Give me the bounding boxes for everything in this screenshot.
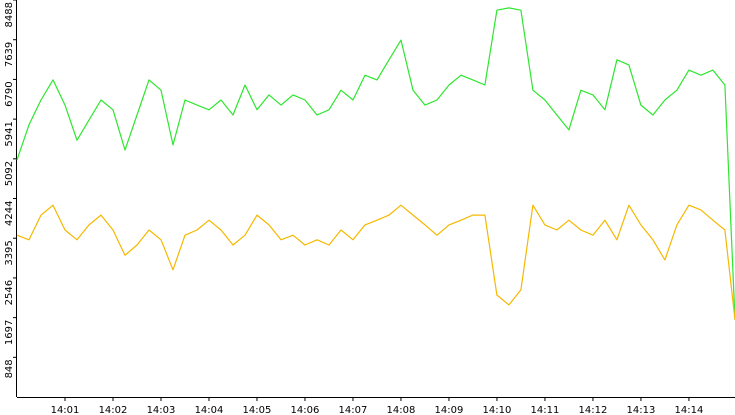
y-tick-label: 8488	[4, 2, 15, 27]
series-line	[16, 204, 735, 320]
x-tick-label: 14:04	[195, 405, 224, 415]
y-tick-label: 5092	[4, 161, 15, 186]
y-tick-label: 7639	[4, 42, 15, 67]
x-tick-label: 14:11	[531, 405, 560, 415]
x-tick-label: 14:12	[579, 405, 608, 415]
x-tick-label: 14:03	[147, 405, 176, 415]
series-line	[16, 7, 735, 320]
x-tick-label: 14:01	[51, 405, 80, 415]
x-tick-label: 14:09	[435, 405, 464, 415]
x-tick-label: 14:14	[675, 405, 704, 415]
y-tick-label: 6790	[4, 81, 15, 106]
x-tick-label: 14:08	[387, 405, 416, 415]
y-tick-label: 1697	[4, 320, 15, 345]
y-tick-label: 2546	[4, 280, 15, 305]
y-tick-label: 848	[4, 359, 15, 378]
y-tick-label: 5941	[4, 121, 15, 146]
x-tick-label: 14:13	[627, 405, 656, 415]
x-tick-label: 14:05	[243, 405, 272, 415]
x-tick-label: 14:10	[483, 405, 512, 415]
y-tick-label: 3395	[4, 240, 15, 265]
x-tick-label: 14:07	[339, 405, 368, 415]
y-tick-label: 4244	[4, 201, 15, 226]
x-tick-label: 14:02	[99, 405, 128, 415]
x-tick-label: 14:06	[291, 405, 320, 415]
